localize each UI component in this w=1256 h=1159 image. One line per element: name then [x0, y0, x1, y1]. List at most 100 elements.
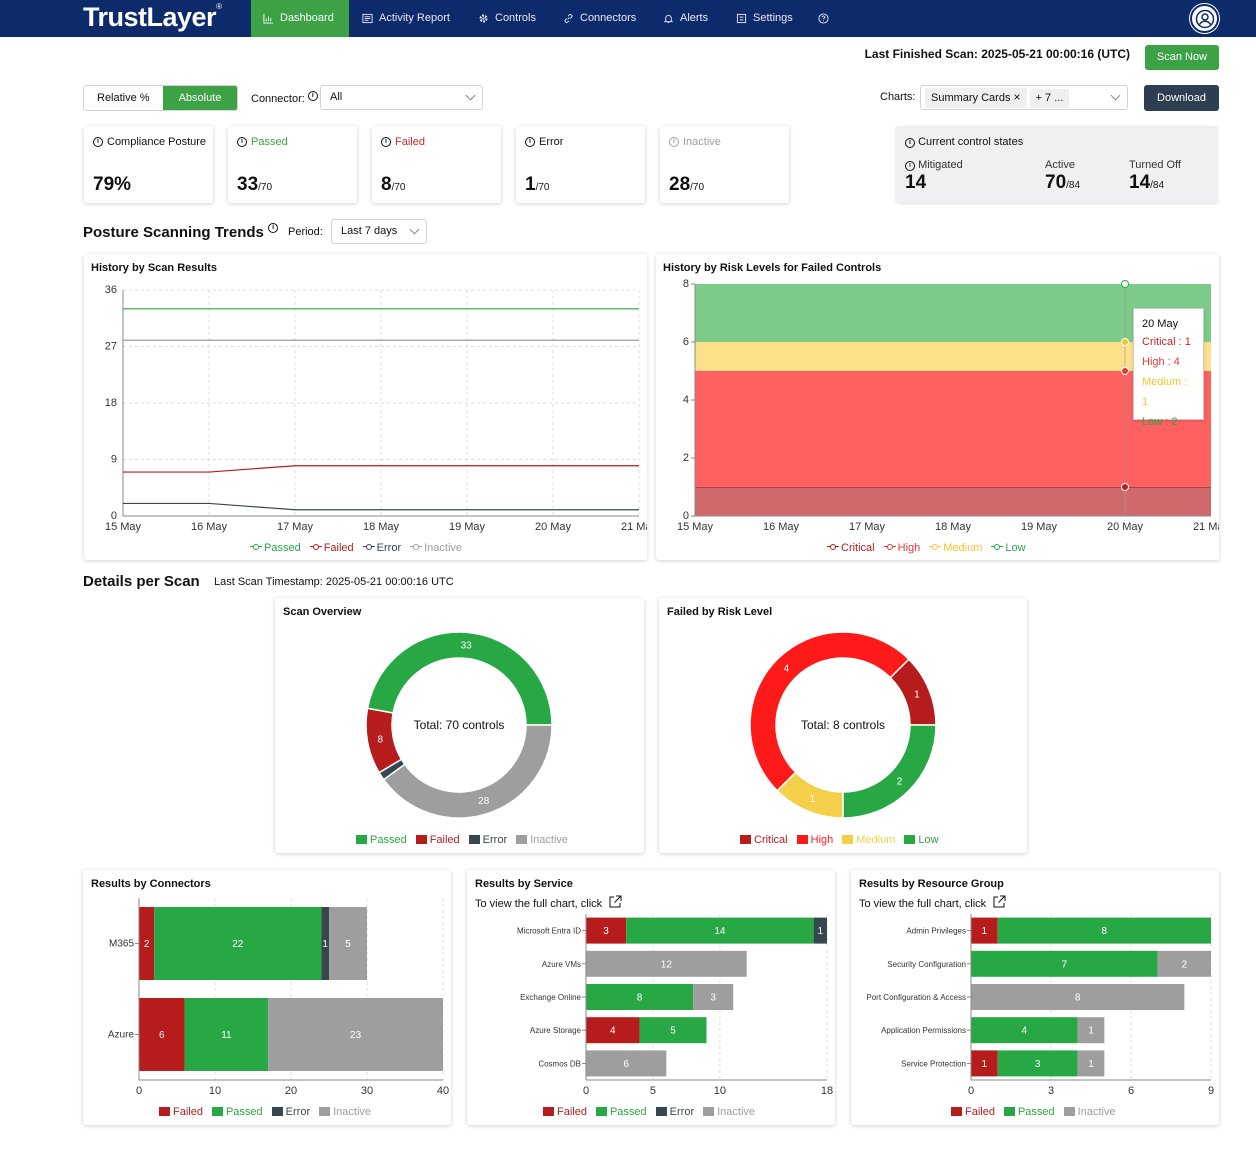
scan-now-button[interactable]: Scan Now [1145, 45, 1219, 70]
kpi-title-text: Inactive [683, 136, 721, 148]
charts-select[interactable]: Summary Cards × + 7 ... [920, 85, 1128, 110]
control-states-title: i Current control states [905, 136, 1023, 148]
y-tick-label: 18 [105, 397, 117, 409]
legend-label: Low [918, 834, 939, 846]
mode-absolute-button[interactable]: Absolute [162, 86, 238, 110]
download-button[interactable]: Download [1144, 85, 1219, 111]
nav-activity-report[interactable]: Activity Report [350, 0, 462, 37]
user-avatar[interactable] [1190, 4, 1219, 33]
x-tick-label: 10 [714, 1085, 726, 1097]
chevron-down-icon [1110, 90, 1121, 101]
legend-item[interactable]: Passed [356, 834, 407, 846]
y-tick-label: 0 [683, 510, 689, 522]
legend-item[interactable]: Inactive [410, 542, 462, 554]
nav-settings[interactable]: Settings [724, 0, 805, 37]
legend-item[interactable]: Failed [309, 542, 354, 554]
x-tick-label: 21 May [1193, 521, 1219, 533]
y-tick-label: 9 [111, 454, 117, 466]
external-link-icon[interactable] [608, 895, 622, 909]
external-link-icon[interactable] [992, 895, 1006, 909]
legend-item[interactable]: Inactive [703, 1106, 755, 1118]
y-tick-label: Azure Storage [530, 1026, 582, 1035]
info-icon[interactable]: i [268, 223, 279, 233]
bar-segment-inactive [586, 1050, 667, 1077]
info-icon[interactable]: i [237, 137, 247, 147]
info-icon[interactable]: i [525, 137, 535, 147]
bar-label: 5 [670, 1026, 676, 1037]
period-label: Period: [288, 226, 323, 238]
state-total: /84 [1150, 180, 1165, 191]
mode-toggle: Relative % Absolute [83, 85, 239, 111]
bar-label: 1 [982, 926, 988, 937]
chart-title: History by Scan Results [91, 262, 217, 274]
hover-point-high [1121, 367, 1129, 375]
legend-item[interactable]: Failed [415, 834, 460, 846]
nav-connectors[interactable]: Connectors [551, 0, 648, 37]
info-icon[interactable]: i [669, 137, 679, 147]
connector-select[interactable]: All [320, 85, 483, 110]
info-icon[interactable]: i [905, 161, 915, 171]
donut-center-label: Total: 70 controls [414, 718, 505, 732]
kpi-value: 79% [93, 174, 131, 196]
legend-item[interactable]: Inactive [1063, 1106, 1116, 1118]
legend-item[interactable]: Error [362, 542, 401, 554]
gear-icon [479, 14, 488, 23]
x-tick-label: 10 [209, 1085, 221, 1097]
app-logo[interactable]: TrustLayer® [83, 2, 222, 33]
state-mitigated: i Mitigated 14 [905, 159, 963, 194]
kpi-value-number: 33 [237, 174, 259, 195]
legend-item[interactable]: Passed [211, 1106, 263, 1118]
info-icon[interactable]: i [307, 91, 318, 101]
legend-item[interactable]: Low [904, 834, 939, 846]
bar-segment-failed [586, 917, 627, 944]
legend-item[interactable]: Error [271, 1106, 310, 1118]
nav-alerts[interactable]: Alerts [651, 0, 720, 37]
legend-item[interactable]: High [796, 834, 833, 846]
connector-label-text: Connector: [251, 93, 305, 105]
legend-item[interactable]: Critical [827, 542, 875, 554]
legend-item[interactable]: Medium [929, 542, 982, 554]
legend-item[interactable]: Low [991, 542, 1026, 554]
legend-item[interactable]: Passed [250, 542, 301, 554]
legend-label: Passed [225, 1106, 263, 1118]
bar-segment-passed [971, 950, 1158, 977]
legend-item[interactable]: Inactive [319, 1106, 371, 1118]
legend-item[interactable]: Critical [740, 834, 788, 846]
legend-item[interactable]: High [883, 542, 920, 554]
bar-label: 2 [1182, 959, 1188, 970]
nav-dashboard[interactable]: Dashboard [251, 0, 349, 37]
bar-label: 2 [144, 939, 150, 950]
bar-label: 8 [1102, 926, 1108, 937]
kpi-value-number: 8 [381, 174, 392, 195]
chart-legend: Passed Failed Error Inactive [250, 542, 462, 554]
results-by-service-chart: 0 5 10 18 Microsoft Entra ID 3 14 1 Azure VMs 12 E… [517, 914, 833, 1097]
charts-label: Charts: [880, 91, 916, 103]
x-tick-label: 19 May [449, 521, 486, 533]
period-select[interactable]: Last 7 days [331, 219, 427, 244]
series-line-failed [123, 465, 639, 473]
donut-slice-inactive [382, 724, 553, 819]
mode-relative-button[interactable]: Relative % [97, 92, 150, 104]
legend-item[interactable]: Failed [543, 1106, 587, 1118]
x-tick-label: 3 [1048, 1085, 1054, 1097]
x-tick-label: 16 May [191, 521, 228, 533]
legend-item[interactable]: Failed [159, 1106, 203, 1118]
info-icon[interactable]: i [93, 137, 103, 147]
bar-segment-passed [639, 1017, 707, 1044]
nav-help[interactable] [806, 0, 841, 37]
legend-item[interactable]: Medium [842, 834, 895, 846]
info-icon[interactable]: i [905, 138, 915, 148]
legend-item[interactable]: Failed [951, 1106, 995, 1118]
close-icon[interactable]: × [1013, 90, 1021, 104]
legend-item[interactable]: Passed [1003, 1106, 1055, 1118]
legend-item[interactable]: Inactive [516, 834, 568, 846]
state-value: 14 [905, 172, 927, 193]
charts-more-chip[interactable]: + 7 ... [1029, 89, 1070, 108]
chart-title: Scan Overview [283, 606, 362, 618]
legend-item[interactable]: Passed [595, 1106, 647, 1118]
legend-item[interactable]: Error [655, 1106, 694, 1118]
info-icon[interactable]: i [381, 137, 391, 147]
bar-label: 12 [661, 959, 673, 970]
legend-item[interactable]: Error [468, 834, 507, 846]
nav-controls[interactable]: Controls [466, 0, 548, 37]
